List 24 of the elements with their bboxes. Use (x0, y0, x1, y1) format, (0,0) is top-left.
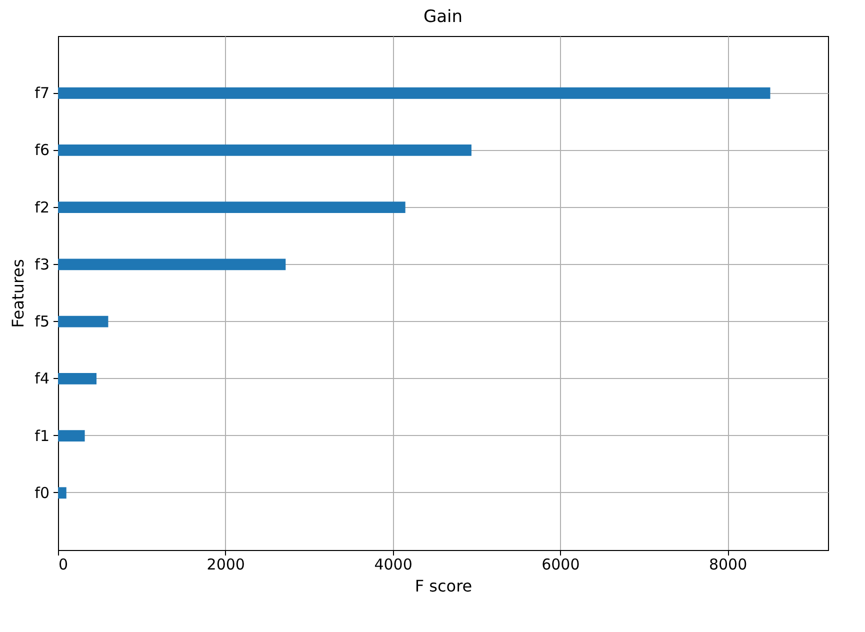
x-tick-label: 0 (58, 556, 68, 574)
bar (58, 202, 406, 214)
y-tick-label: f7 (34, 84, 50, 102)
bar (58, 87, 770, 99)
bar (58, 430, 85, 442)
y-axis-title: Features (8, 259, 28, 328)
chart-title: Gain (423, 7, 463, 27)
x-tick-label: 2000 (206, 556, 245, 574)
bar (58, 372, 96, 384)
y-tick-label: f1 (34, 426, 50, 445)
x-tick-label: 6000 (542, 556, 580, 574)
y-tick-label: f5 (34, 312, 50, 331)
y-tick-label: f0 (34, 484, 50, 502)
x-tick-label: 8000 (708, 556, 748, 574)
x-tick-label: 4000 (374, 556, 412, 574)
y-tick-label: f6 (34, 141, 50, 160)
y-tick-label: f2 (34, 198, 50, 216)
bar (58, 144, 472, 156)
bar (58, 316, 108, 328)
bar (58, 487, 66, 499)
x-axis-title: F score (414, 576, 472, 596)
y-tick-label: f3 (34, 255, 50, 274)
bar (58, 258, 286, 270)
y-tick-label: f4 (34, 370, 50, 388)
